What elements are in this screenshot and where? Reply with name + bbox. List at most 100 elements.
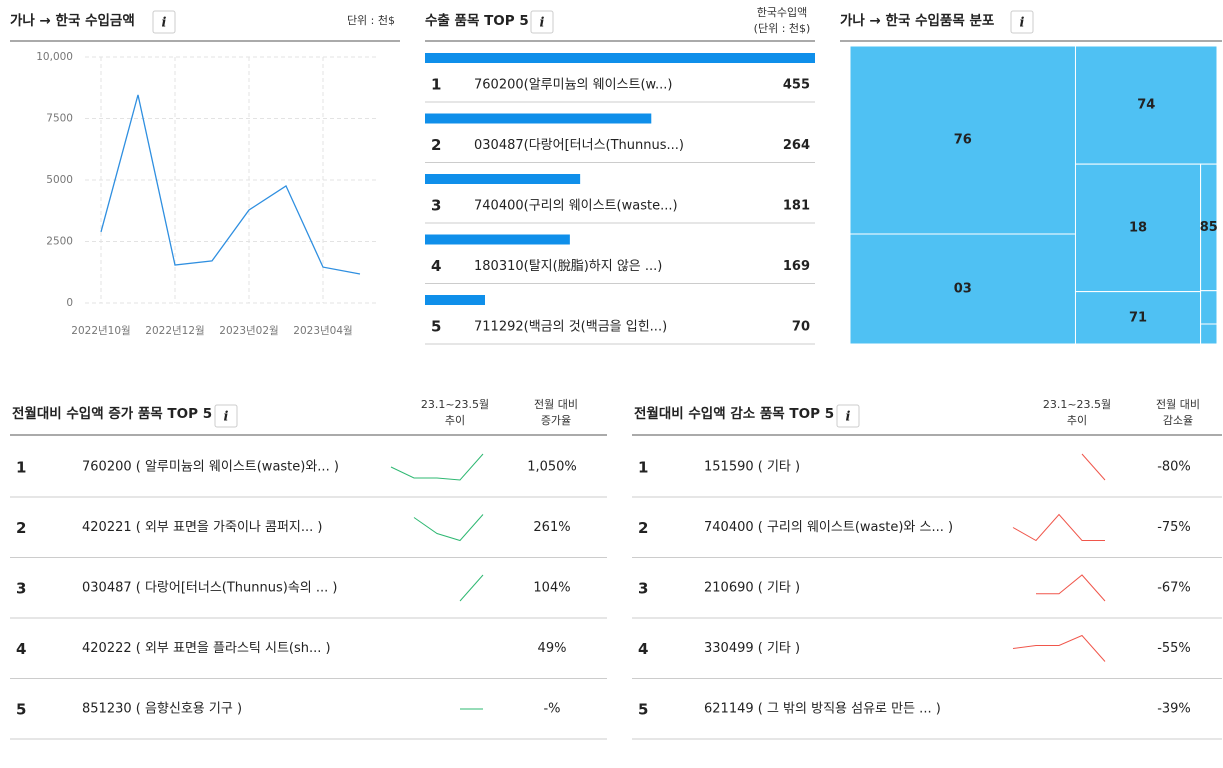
value-label: 181 — [783, 199, 810, 214]
rank: 4 — [431, 257, 441, 275]
treemap-label: 85 — [1200, 220, 1218, 235]
item-name: 621149 ( 그 밖의 방직용 섬유로 만든 ... ) — [704, 702, 941, 717]
treemap-label: 76 — [954, 133, 972, 148]
rank: 5 — [638, 701, 648, 719]
value-label: 169 — [783, 259, 810, 274]
y-tick-label: 2500 — [46, 236, 73, 248]
rank: 2 — [16, 519, 26, 537]
info-icon[interactable] — [1010, 10, 1034, 34]
rank: 1 — [638, 459, 648, 477]
column-header: (단위 : 천$) — [754, 21, 811, 35]
x-tick-label: 2022년10월 — [71, 325, 130, 337]
info-icon-glyph: i — [846, 410, 851, 425]
info-icon-glyph: i — [540, 16, 545, 31]
sparkline — [390, 453, 484, 481]
panel-title: 가나 → 한국 수입금액 — [10, 12, 135, 29]
treemap-cell — [1200, 290, 1218, 325]
item-name: 760200(알루미늄의 웨이스트(w...) — [474, 78, 672, 93]
rank: 3 — [16, 580, 26, 598]
value-label: 104% — [533, 581, 570, 596]
panel-title: 전월대비 수입액 감소 품목 TOP 5 — [634, 405, 834, 422]
info-icon[interactable] — [214, 404, 238, 428]
sparkline — [1012, 513, 1105, 542]
column-header: 증가율 — [541, 414, 571, 427]
value-label: 49% — [538, 641, 567, 656]
bar — [425, 113, 652, 124]
sparkline — [1036, 574, 1106, 602]
value-label: -75% — [1157, 520, 1191, 535]
sparkline — [1012, 634, 1106, 662]
info-icon[interactable] — [836, 404, 860, 428]
value-label: 455 — [783, 78, 810, 93]
treemap-label: 74 — [1137, 98, 1155, 113]
unit-label: 단위 : 천$ — [347, 13, 395, 27]
panel-title: 수출 품목 TOP 5 — [425, 12, 529, 29]
treemap-cell — [1200, 323, 1218, 345]
treemap-label: 71 — [1129, 310, 1147, 325]
column-header: 감소율 — [1163, 414, 1193, 427]
rank: 5 — [431, 318, 441, 336]
item-name: 420222 ( 외부 표면을 플라스틱 시트(sh... ) — [82, 641, 331, 656]
column-header: 23.1~23.5월 — [421, 398, 489, 411]
treemap-cell — [849, 233, 1076, 345]
column-header: 23.1~23.5월 — [1043, 398, 1111, 411]
item-name: 330499 ( 기타 ) — [704, 641, 800, 656]
treemap-label: 03 — [954, 282, 972, 297]
item-name: 210690 ( 기타 ) — [704, 581, 800, 596]
rank: 3 — [431, 197, 441, 215]
info-icon[interactable] — [530, 10, 554, 34]
value-label: -% — [543, 702, 560, 717]
sparkline — [413, 514, 484, 542]
y-tick-label: 5000 — [46, 174, 73, 186]
info-icon[interactable] — [152, 10, 176, 34]
treemap-cell — [1074, 291, 1202, 345]
item-name: 030487(다랑어[터너스(Thunnus...) — [474, 138, 684, 153]
value-label: 1,050% — [527, 460, 577, 475]
rank: 3 — [638, 580, 648, 598]
rank: 2 — [431, 136, 441, 154]
y-tick-label: 0 — [66, 297, 73, 309]
rank: 4 — [638, 640, 648, 658]
y-tick-label: 7500 — [46, 113, 73, 125]
treemap-cell — [849, 45, 1076, 235]
value-label: -67% — [1157, 581, 1191, 596]
item-name: 711292(백금의 것(백금을 입힌...) — [474, 320, 667, 335]
value-label: 264 — [783, 138, 810, 153]
sparkline — [459, 574, 484, 602]
info-icon-glyph: i — [1020, 16, 1025, 31]
x-tick-label: 2023년04월 — [293, 325, 352, 337]
treemap-cell — [1074, 45, 1218, 165]
column-header: 전월 대비 — [534, 398, 578, 411]
x-tick-label: 2022년12월 — [145, 325, 204, 337]
sparkline — [1081, 453, 1106, 481]
value-label: -80% — [1157, 460, 1191, 475]
item-name: 030487 ( 다랑어[터너스(Thunnus)속의 ... ) — [82, 581, 338, 596]
panel-title: 전월대비 수입액 증가 품목 TOP 5 — [12, 405, 212, 422]
item-name: 180310(탈지(脫脂)하지 않은 ...) — [474, 259, 662, 274]
value-label: 261% — [533, 520, 570, 535]
info-icon-glyph: i — [224, 410, 229, 425]
value-label: -39% — [1157, 702, 1191, 717]
value-label: 70 — [792, 320, 810, 335]
column-header: 전월 대비 — [1156, 398, 1200, 411]
info-icon-glyph: i — [162, 16, 167, 31]
item-name: 760200 ( 알루미늄의 웨이스트(waste)와... ) — [82, 460, 339, 475]
treemap-cell — [1074, 163, 1202, 293]
y-tick-label: 10,000 — [36, 51, 73, 63]
rank: 1 — [16, 459, 26, 477]
item-name: 851230 ( 음향신호용 기구 ) — [82, 702, 242, 717]
item-name: 420221 ( 외부 표면을 가죽이나 콤퍼지... ) — [82, 520, 322, 535]
rank: 1 — [431, 76, 441, 94]
bar — [425, 53, 815, 63]
bar — [425, 295, 485, 305]
column-header: 추이 — [445, 414, 465, 427]
bar — [425, 174, 581, 184]
item-name: 740400 ( 구리의 웨이스트(waste)와 스... ) — [704, 520, 953, 535]
column-header: 한국수입액 — [757, 6, 808, 19]
treemap-label: 18 — [1129, 220, 1147, 235]
item-name: 151590 ( 기타 ) — [704, 460, 800, 475]
x-tick-label: 2023년02월 — [219, 325, 278, 337]
column-header: 추이 — [1067, 414, 1087, 427]
value-label: -55% — [1157, 641, 1191, 656]
